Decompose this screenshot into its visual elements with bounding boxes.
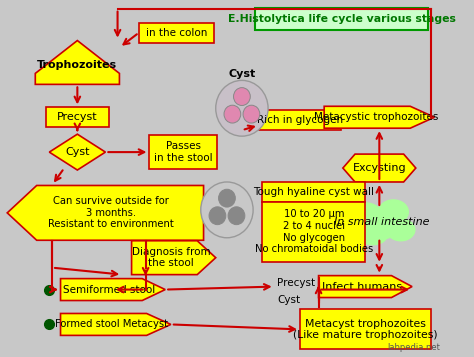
Circle shape: [201, 182, 253, 238]
Polygon shape: [319, 276, 412, 297]
Text: Trophozoites: Trophozoites: [37, 60, 118, 70]
FancyBboxPatch shape: [263, 202, 365, 262]
Text: Semiformed stool: Semiformed stool: [63, 285, 155, 295]
Text: Infect humans: Infect humans: [322, 282, 402, 292]
Polygon shape: [7, 186, 203, 240]
Circle shape: [219, 189, 235, 207]
FancyBboxPatch shape: [300, 310, 431, 350]
Circle shape: [216, 80, 268, 136]
Polygon shape: [49, 134, 105, 170]
Text: In small intestine: In small intestine: [334, 217, 430, 227]
Text: Precyst: Precyst: [277, 278, 316, 288]
Polygon shape: [343, 154, 416, 182]
Ellipse shape: [378, 200, 408, 224]
FancyBboxPatch shape: [139, 22, 214, 42]
Polygon shape: [132, 241, 216, 275]
Text: Diagnosis from
the stool: Diagnosis from the stool: [132, 247, 210, 268]
FancyBboxPatch shape: [46, 107, 109, 127]
Text: Formed stool Metacyst: Formed stool Metacyst: [55, 320, 167, 330]
Text: 10 to 20 μm
2 to 4 nuclei
No glycogen
No chromatoidal bodies: 10 to 20 μm 2 to 4 nuclei No glycogen No…: [255, 210, 373, 254]
Circle shape: [209, 207, 226, 225]
Text: Can survive outside for
3 months.
Resistant to environment: Can survive outside for 3 months. Resist…: [48, 196, 174, 230]
Text: Cyst: Cyst: [65, 147, 90, 157]
Circle shape: [243, 105, 260, 123]
FancyBboxPatch shape: [255, 7, 428, 30]
Text: Metacystic trophozoites: Metacystic trophozoites: [314, 112, 439, 122]
Circle shape: [234, 87, 250, 105]
Text: E.Histolytica life cycle various stages: E.Histolytica life cycle various stages: [228, 14, 456, 24]
Ellipse shape: [358, 223, 388, 245]
Text: Metacyst trophozoites
(Like mature trophozoites): Metacyst trophozoites (Like mature troph…: [293, 318, 438, 340]
FancyBboxPatch shape: [263, 182, 365, 202]
Polygon shape: [61, 278, 165, 301]
FancyBboxPatch shape: [259, 110, 341, 130]
Text: Excysting: Excysting: [353, 163, 406, 173]
Text: Precyst: Precyst: [57, 112, 98, 122]
Polygon shape: [61, 313, 171, 335]
Ellipse shape: [348, 203, 382, 229]
Text: Cyst: Cyst: [277, 295, 301, 305]
Text: Passes
in the stool: Passes in the stool: [154, 141, 212, 163]
Polygon shape: [324, 106, 435, 128]
Ellipse shape: [387, 219, 415, 241]
Text: Tough hyaline cyst wall: Tough hyaline cyst wall: [254, 187, 374, 197]
Text: labpedia.net: labpedia.net: [387, 343, 440, 352]
Circle shape: [228, 207, 245, 225]
Ellipse shape: [371, 209, 397, 239]
Text: Rich in glycogen: Rich in glycogen: [257, 115, 343, 125]
Polygon shape: [35, 41, 119, 84]
FancyBboxPatch shape: [149, 135, 217, 169]
Circle shape: [224, 105, 241, 123]
Text: Cyst: Cyst: [228, 69, 255, 79]
Text: in the colon: in the colon: [146, 27, 207, 37]
